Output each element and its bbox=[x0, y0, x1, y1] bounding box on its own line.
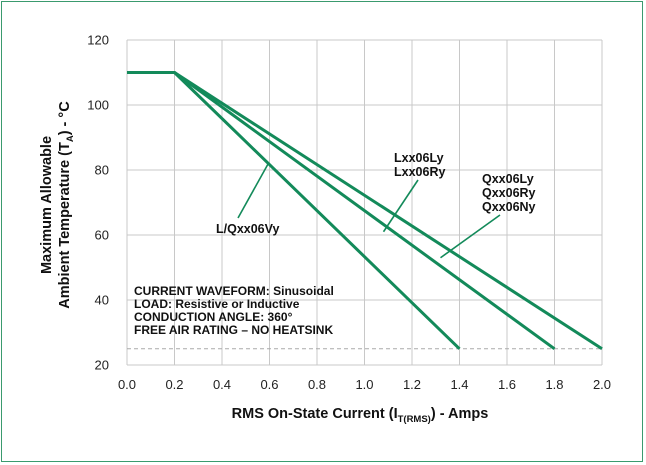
x-tick-label-3: 0.6 bbox=[260, 377, 278, 392]
y-tick-label-0: 20 bbox=[95, 358, 109, 373]
annotation-free-air: FREE AIR RATING – NO HEATSINK bbox=[134, 323, 333, 337]
series-label-lxx06ly: Lxx06Ly bbox=[394, 151, 444, 165]
x-tick-label-4: 0.8 bbox=[308, 377, 326, 392]
x-tick-label-8: 1.6 bbox=[498, 377, 516, 392]
leader-series-3 bbox=[440, 214, 501, 259]
x-tick-label-7: 1.4 bbox=[450, 377, 468, 392]
y-tick-label-1: 40 bbox=[95, 293, 109, 308]
series-label-qxx06ry: Qxx06Ry bbox=[482, 186, 536, 200]
annotation-conduction-angle: CONDUCTION ANGLE: 360° bbox=[134, 310, 293, 324]
x-tick-label-10: 2.0 bbox=[593, 377, 611, 392]
x-tick-label-2: 0.4 bbox=[213, 377, 231, 392]
y-axis-title-line1: Maximum Allowable bbox=[39, 136, 55, 274]
y-axis-title-line2: Ambient Temperature (TA) - °C bbox=[57, 101, 76, 309]
series-group bbox=[127, 71, 603, 351]
series-label-qxx06ny: Qxx06Ny bbox=[482, 200, 536, 214]
leader-series-1 bbox=[237, 163, 270, 219]
label-leaders bbox=[237, 163, 501, 259]
series-label-lqxx06vy: L/Qxx06Vy bbox=[216, 222, 280, 236]
x-tick-label-6: 1.2 bbox=[403, 377, 421, 392]
annotation-load: LOAD: Resistive or Inductive bbox=[134, 297, 300, 311]
series-line-3 bbox=[127, 71, 603, 351]
leader-series-2 bbox=[382, 179, 419, 233]
x-axis-title: RMS On-State Current (IT(RMS)) - Amps bbox=[232, 406, 489, 425]
x-tick-label-1: 0.2 bbox=[165, 377, 183, 392]
series-label-qxx06ly: Qxx06Ly bbox=[482, 172, 534, 186]
x-tick-label-9: 1.8 bbox=[545, 377, 563, 392]
x-tick-labels: 0.0 0.2 0.4 0.6 0.8 1.0 1.2 1.4 1.6 1.8 2.0 bbox=[118, 377, 611, 392]
x-tick-label-0: 0.0 bbox=[118, 377, 136, 392]
annotation-waveform: CURRENT WAVEFORM: Sinusoidal bbox=[134, 284, 334, 298]
series-label-lxx06ry: Lxx06Ry bbox=[394, 165, 445, 179]
y-tick-label-3: 80 bbox=[95, 163, 109, 178]
y-tick-label-4: 100 bbox=[87, 98, 109, 113]
x-tick-label-5: 1.0 bbox=[355, 377, 373, 392]
y-tick-label-2: 60 bbox=[95, 228, 109, 243]
y-tick-labels: 20 40 60 80 100 120 bbox=[87, 33, 109, 373]
y-tick-label-5: 120 bbox=[87, 33, 109, 48]
